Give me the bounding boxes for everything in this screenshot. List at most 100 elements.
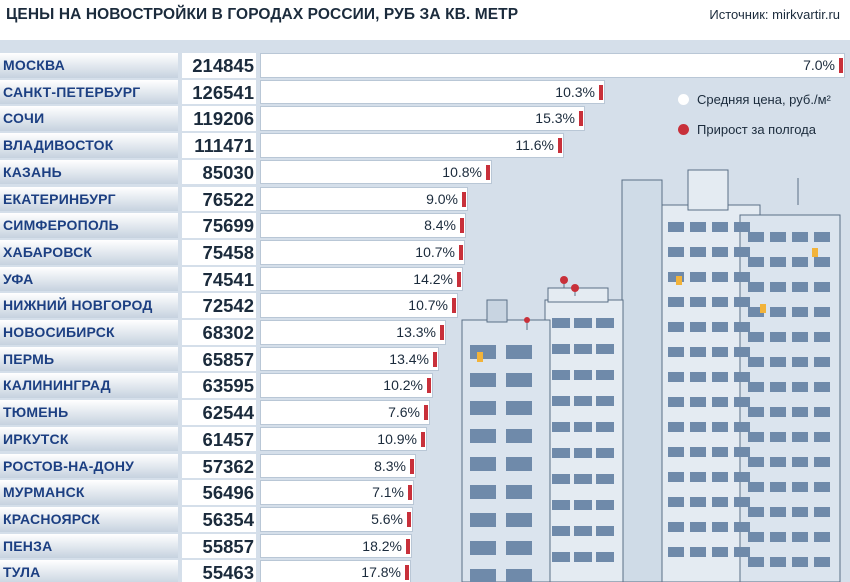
price-bar: 13.3% <box>260 320 446 345</box>
city-label: НИЖНИЙ НОВГОРОД <box>0 293 178 318</box>
price-value: 119206 <box>182 106 256 132</box>
bar-row: УФА 74541 14.2% <box>0 266 850 293</box>
city-label: ХАБАРОВСК <box>0 239 178 265</box>
growth-marker <box>462 191 466 207</box>
city-name: МУРМАНСК <box>3 484 85 501</box>
city-name: ПЕНЗА <box>3 537 53 554</box>
growth-marker <box>486 164 490 180</box>
growth-label: 7.6% <box>388 404 420 421</box>
price-value: 74541 <box>182 266 256 292</box>
price-bar: 10.7% <box>260 239 465 265</box>
city-name: ВЛАДИВОСТОК <box>3 137 114 154</box>
chart-title: ЦЕНЫ НА НОВОСТРОЙКИ В ГОРОДАХ РОССИИ, РУ… <box>6 6 519 23</box>
growth-marker <box>459 244 463 260</box>
price-value: 55463 <box>182 560 256 582</box>
bar-row: КАЗАНЬ 85030 10.8% <box>0 159 850 186</box>
city-name: КАЛИНИНГРАД <box>3 377 111 394</box>
bar-row: КРАСНОЯРСК 56354 5.6% <box>0 506 850 533</box>
city-name: ПЕРМЬ <box>3 350 55 367</box>
price-value: 62544 <box>182 400 256 425</box>
bar-row: ВЛАДИВОСТОК 111471 11.6% <box>0 132 850 159</box>
source-caption: Источник: mirkvartir.ru <box>709 7 840 22</box>
city-name: НИЖНИЙ НОВГОРОД <box>3 297 153 314</box>
city-name: ТУЛА <box>3 564 41 581</box>
bar-row: МОСКВА 214845 7.0% <box>0 52 850 79</box>
city-label: ТУЛА <box>0 560 178 582</box>
city-name: МОСКВА <box>3 57 65 73</box>
city-label: ИРКУТСК <box>0 426 178 452</box>
price-bar: 11.6% <box>260 133 564 158</box>
price-bar: 10.8% <box>260 159 492 185</box>
price-bar: 10.9% <box>260 426 427 452</box>
price-bar: 15.3% <box>260 106 585 132</box>
bar-row: ПЕНЗА 55857 18.2% <box>0 533 850 560</box>
city-name: КАЗАНЬ <box>3 163 62 180</box>
growth-label: 17.8% <box>361 564 401 581</box>
growth-marker <box>408 485 412 501</box>
growth-marker <box>405 565 409 581</box>
price-value: 57362 <box>182 453 256 479</box>
price-bar: 10.3% <box>260 79 605 105</box>
growth-marker <box>460 218 464 234</box>
price-value: 56496 <box>182 480 256 505</box>
city-label: УФА <box>0 266 178 292</box>
growth-marker <box>452 298 456 314</box>
bar-row: МУРМАНСК 56496 7.1% <box>0 479 850 506</box>
city-name: СОЧИ <box>3 110 45 127</box>
bar-row: СИМФЕРОПОЛЬ 75699 8.4% <box>0 212 850 239</box>
growth-marker <box>424 405 428 421</box>
city-label: РОСТОВ-НА-ДОНУ <box>0 453 178 479</box>
growth-label: 10.7% <box>408 297 448 314</box>
price-bar: 9.0% <box>260 186 468 212</box>
city-name: ТЮМЕНЬ <box>3 404 69 421</box>
bar-row: САНКТ-ПЕТЕРБУРГ 126541 10.3% <box>0 79 850 106</box>
price-value: 85030 <box>182 159 256 185</box>
growth-label: 8.4% <box>424 217 456 234</box>
city-label: КРАСНОЯРСК <box>0 506 178 532</box>
growth-marker <box>839 58 843 73</box>
city-label: ЕКАТЕРИНБУРГ <box>0 186 178 212</box>
city-name: УФА <box>3 270 34 287</box>
price-value: 76522 <box>182 186 256 212</box>
bar-row: ТЮМЕНЬ 62544 7.6% <box>0 399 850 426</box>
city-label: МУРМАНСК <box>0 480 178 505</box>
price-bar: 5.6% <box>260 506 413 532</box>
city-label: КАЛИНИНГРАД <box>0 373 178 399</box>
legend-item-growth: Прирост за полгода <box>678 122 816 137</box>
price-value: 75699 <box>182 213 256 238</box>
city-label: ПЕНЗА <box>0 533 178 559</box>
bar-row: СОЧИ 119206 15.3% <box>0 105 850 132</box>
city-label: НОВОСИБИРСК <box>0 320 178 345</box>
price-bar: 7.0% <box>260 53 845 78</box>
white-dot-icon <box>678 94 689 105</box>
price-value: 56354 <box>182 506 256 532</box>
city-name: РОСТОВ-НА-ДОНУ <box>3 457 135 474</box>
price-bar: 18.2% <box>260 533 412 559</box>
price-bar: 13.4% <box>260 346 439 372</box>
growth-marker <box>599 84 603 100</box>
price-bar: 17.8% <box>260 560 411 582</box>
city-label: ПЕРМЬ <box>0 346 178 372</box>
bar-row: ЕКАТЕРИНБУРГ 76522 9.0% <box>0 186 850 213</box>
growth-label: 10.7% <box>415 243 455 260</box>
city-label: СИМФЕРОПОЛЬ <box>0 213 178 238</box>
growth-marker <box>433 351 437 367</box>
growth-label: 7.0% <box>803 57 835 73</box>
growth-marker <box>457 271 461 287</box>
legend-item-average: Средняя цена, руб./м² <box>678 92 831 107</box>
price-bar: 7.6% <box>260 400 430 425</box>
growth-marker <box>410 458 414 474</box>
bar-row: ИРКУТСК 61457 10.9% <box>0 426 850 453</box>
city-name: НОВОСИБИРСК <box>3 324 115 340</box>
price-value: 214845 <box>182 53 256 78</box>
growth-marker <box>407 511 411 527</box>
city-name: КРАСНОЯРСК <box>3 510 101 527</box>
price-bar: 7.1% <box>260 480 414 505</box>
price-bar: 10.7% <box>260 293 458 318</box>
growth-marker <box>440 325 444 340</box>
growth-label: 10.2% <box>383 377 423 394</box>
city-label: КАЗАНЬ <box>0 159 178 185</box>
growth-label: 14.2% <box>413 270 453 287</box>
